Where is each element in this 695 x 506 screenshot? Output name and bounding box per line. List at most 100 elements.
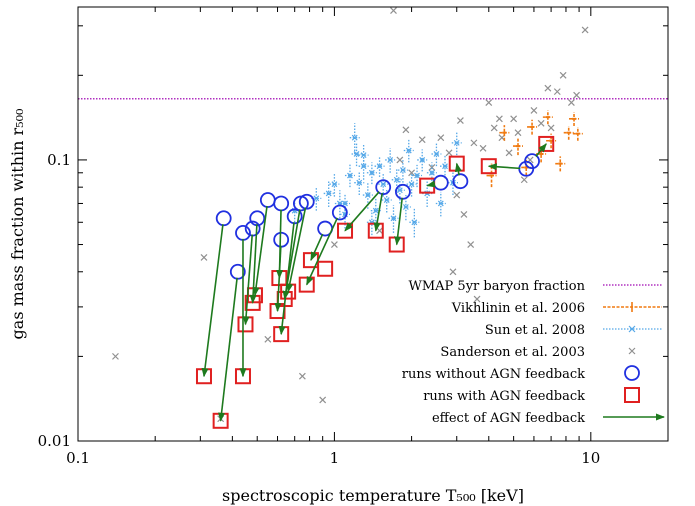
sanderson-point xyxy=(473,295,481,303)
sun-marker xyxy=(393,176,400,183)
agn-effect-arrow xyxy=(242,234,254,326)
sun-marker xyxy=(325,190,332,197)
legend-item-sanderson: Sanderson et al. 2003 xyxy=(440,345,636,360)
sun-marker xyxy=(331,181,338,188)
sun-marker xyxy=(411,219,418,226)
sun-marker xyxy=(347,172,353,179)
agn-effect-arrow xyxy=(535,143,547,158)
x-axis-label: spectroscopic temperature T₅₀₀ [keV] xyxy=(222,486,524,505)
sanderson-point xyxy=(547,124,555,132)
sun-point xyxy=(426,162,437,185)
sun-marker xyxy=(399,167,406,174)
sun-marker xyxy=(353,151,360,157)
agn-effect-arrow xyxy=(306,217,339,286)
sun-marker xyxy=(387,156,394,163)
sun-marker xyxy=(368,169,375,176)
agn-effect-arrow xyxy=(373,192,383,232)
vikhlinin-point xyxy=(569,112,580,127)
sun-point xyxy=(378,172,389,197)
sanderson-point xyxy=(567,99,575,106)
y-tick-label: 0.01 xyxy=(38,432,71,450)
no-agn-run-marker xyxy=(215,210,232,227)
sanderson-point xyxy=(319,396,327,404)
sun-point xyxy=(351,142,362,167)
vikhlinin-point xyxy=(555,156,566,172)
no-agn-run-marker xyxy=(452,173,469,190)
legend-item-agn: runs with AGN feedback xyxy=(423,387,640,404)
legend-label: runs without AGN feedback xyxy=(402,367,585,382)
agn-effect-arrow xyxy=(310,233,324,262)
sanderson-point xyxy=(445,149,453,157)
no-agn-run-marker xyxy=(524,153,540,170)
sun-point xyxy=(400,195,411,221)
sanderson-point xyxy=(428,164,436,171)
legend-no-agn-marker xyxy=(624,365,640,381)
sanderson-point xyxy=(456,117,464,125)
sanderson-point xyxy=(514,129,522,137)
sun-point xyxy=(397,158,408,183)
sanderson-point xyxy=(510,115,518,123)
sun-point xyxy=(403,139,414,163)
sun-marker xyxy=(433,151,440,157)
sanderson-point xyxy=(467,241,475,248)
sun-point xyxy=(354,171,365,196)
sanderson-point xyxy=(530,107,538,114)
sun-point xyxy=(340,193,351,215)
agn-effect-arrow xyxy=(252,205,268,297)
sun-point xyxy=(358,143,369,168)
sanderson-point xyxy=(505,149,513,157)
sun-point xyxy=(451,131,462,156)
legend-label: runs with AGN feedback xyxy=(423,389,585,404)
sun-marker xyxy=(414,172,420,179)
sun-point xyxy=(412,164,423,188)
sanderson-point xyxy=(544,84,552,92)
sun-marker xyxy=(437,200,444,207)
sun-point xyxy=(370,198,381,225)
sun-marker xyxy=(380,181,387,188)
legend-label: Sun et al. 2008 xyxy=(485,323,585,338)
y-axis-label: gas mass fraction within r₅₀₀ xyxy=(8,109,27,340)
sun-marker xyxy=(453,139,460,146)
agn-run-marker xyxy=(317,260,334,277)
sun-point xyxy=(409,208,420,238)
agn-effect-arrow xyxy=(286,207,307,293)
sanderson-point xyxy=(200,253,208,261)
legend-sanderson-marker xyxy=(628,347,636,355)
agn-effect-arrow xyxy=(344,191,380,232)
legend-agn-marker xyxy=(624,387,640,403)
sun-marker xyxy=(383,197,390,203)
vikhlinin-point xyxy=(546,133,557,149)
agn-effect-arrow xyxy=(394,197,404,246)
agn-effect-arrow xyxy=(487,163,521,171)
legend-label: effect of AGN feedback xyxy=(432,411,585,426)
legend-label: Vikhlinin et al. 2006 xyxy=(451,301,585,316)
sanderson-point xyxy=(112,352,119,360)
sanderson-point xyxy=(537,119,545,127)
sun-point xyxy=(381,188,392,213)
sanderson-point xyxy=(449,268,457,276)
sun-marker xyxy=(390,215,397,222)
sanderson-point xyxy=(437,134,445,142)
sun-point xyxy=(435,191,446,217)
legend-item-arrow: effect of AGN feedback xyxy=(432,411,665,426)
vikhlinin-point xyxy=(527,119,538,135)
sun-marker xyxy=(342,200,348,207)
legend-item-no_agn: runs without AGN feedback xyxy=(402,365,640,382)
agn-effect-arrow xyxy=(276,209,284,280)
sun-point xyxy=(388,205,399,233)
plot-frame xyxy=(77,6,669,442)
legend-item-sun: Sun et al. 2008 xyxy=(485,323,662,338)
sanderson-point xyxy=(453,191,461,199)
sanderson-point xyxy=(559,71,567,79)
sun-point xyxy=(385,148,396,173)
sanderson-point xyxy=(553,88,561,96)
no-agn-run-marker xyxy=(259,192,276,208)
plot-area xyxy=(78,7,668,429)
no-agn-run-marker xyxy=(395,183,411,200)
vikhlinin-point xyxy=(542,110,553,125)
sanderson-point xyxy=(396,156,404,164)
sanderson-point xyxy=(402,126,410,134)
sun-marker xyxy=(408,181,415,188)
legend-item-vikhlinin: Vikhlinin et al. 2006 xyxy=(451,301,662,316)
